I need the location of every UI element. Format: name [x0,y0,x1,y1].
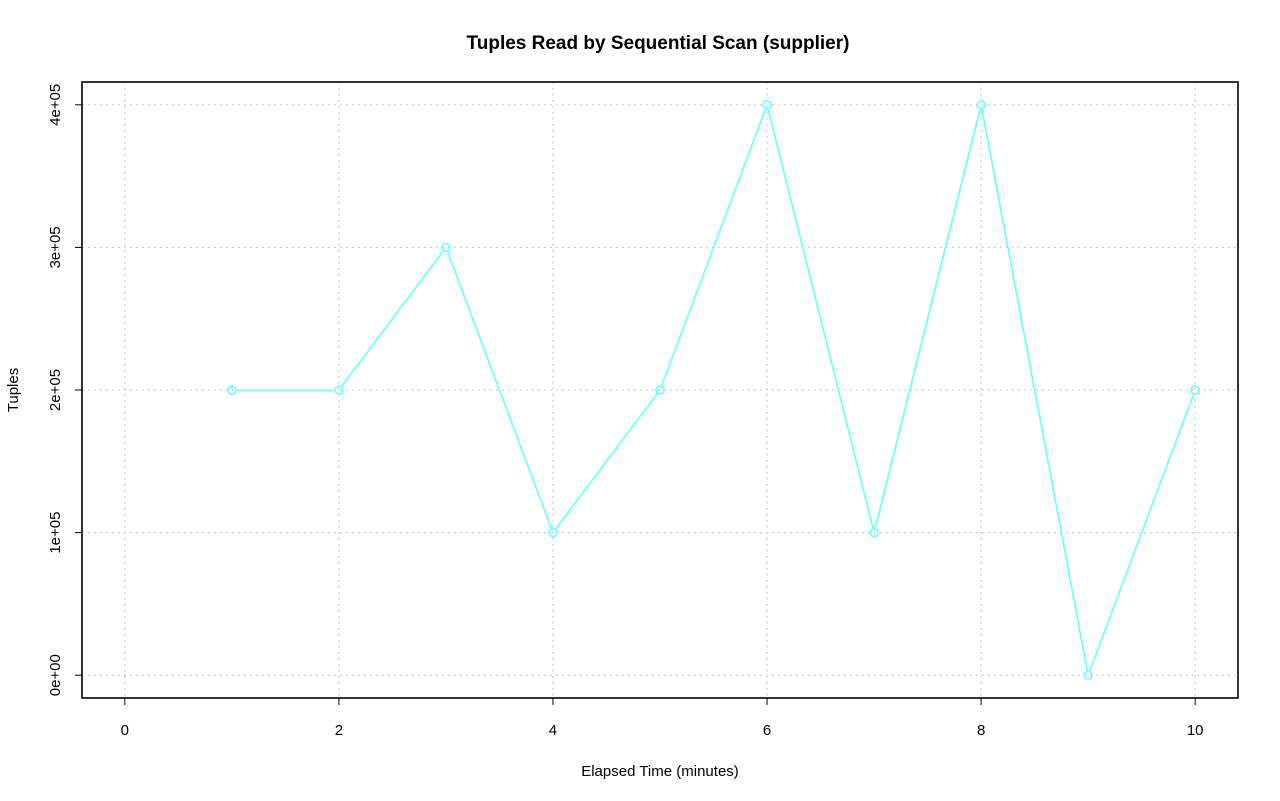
y-tick-label: 0e+00 [47,654,64,696]
series-line-segment [555,393,658,530]
series-line-segment [341,250,444,387]
data-point [762,100,772,110]
series-line-segment [446,251,552,529]
series-line-segment [767,109,874,528]
x-tick-label: 6 [763,722,771,739]
data-point [869,527,879,538]
chart-title: Tuples Read by Sequential Scan (supplier… [467,33,850,54]
y-axis: 0e+00 1e+05 2e+05 3e+05 4e+05 [47,84,83,696]
data-point [1083,670,1093,680]
x-tick-label: 4 [549,722,557,739]
y-tick-label: 2e+05 [47,369,64,411]
y-tick-label: 3e+05 [47,226,64,268]
data-point [1190,385,1200,395]
data-point [441,242,451,253]
y-tick-label: 4e+05 [47,84,64,126]
x-axis-label: Elapsed Time (minutes) [581,763,739,780]
x-tick-label: 8 [977,722,985,739]
series-line-segment [1089,394,1195,671]
data-point [655,385,665,395]
x-tick-label: 10 [1187,722,1204,739]
y-tick-label: 1e+05 [47,512,64,554]
series-line-segment [874,109,981,528]
series-line-segment [981,109,1089,671]
data-point [334,385,344,395]
series-layer [227,100,1200,680]
y-axis-label: Tuples [5,368,22,412]
x-tick-label: 2 [335,722,343,739]
series-line-segment [661,109,767,386]
grid [82,82,1238,698]
x-tick-label: 0 [121,722,129,739]
data-point [548,527,558,538]
x-axis: 0 2 4 6 8 10 [121,697,1204,739]
data-point [227,385,237,395]
data-point [976,100,986,110]
